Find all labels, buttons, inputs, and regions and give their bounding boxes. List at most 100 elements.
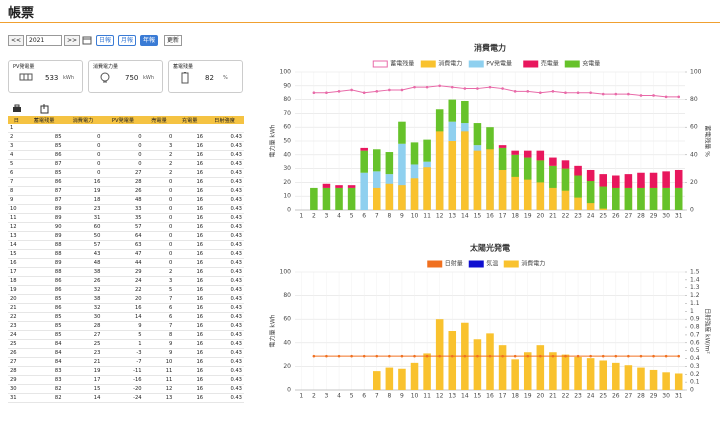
table-cell: 0 — [63, 132, 103, 142]
line-point — [513, 90, 517, 93]
x-tick-label: 23 — [574, 393, 582, 400]
bulb-icon — [100, 72, 110, 83]
table-row: 24 85 27 5 8 16 0.43 — [8, 330, 244, 340]
bar — [398, 368, 406, 390]
line-point — [501, 87, 504, 90]
calendar-icon[interactable] — [82, 35, 92, 45]
table-cell: 15 — [63, 384, 103, 394]
table-cell: 16 — [8, 258, 25, 268]
bar — [511, 150, 519, 155]
table-cell: 38 — [63, 294, 103, 304]
x-tick-label: 10 — [411, 393, 419, 400]
bar — [373, 371, 381, 390]
y2-tick-label: 0 — [690, 207, 694, 214]
table-cell: 60 — [63, 222, 103, 232]
x-tick-label: 25 — [599, 393, 607, 400]
y2-tick-label: 40 — [690, 151, 698, 158]
x-tick-label: 8 — [387, 213, 391, 220]
line-point — [564, 91, 567, 94]
table-cell: 0.43 — [205, 384, 244, 394]
bar — [310, 187, 318, 210]
table-cell: 0 — [102, 159, 144, 169]
table-cell: 6 — [8, 168, 25, 178]
table-cell: 0.43 — [205, 348, 244, 358]
x-tick-label: 24 — [587, 213, 595, 220]
card: PV発電量 533 kWh — [8, 60, 83, 93]
table-cell: 28 — [63, 321, 103, 331]
table-cell: 0 — [143, 195, 175, 205]
y2-tick-label: 1.1 — [690, 300, 700, 307]
bar — [486, 333, 494, 390]
daily-button[interactable]: 日報 — [96, 35, 114, 46]
card-unit: kWh — [63, 75, 75, 81]
table-cell: 85 — [24, 321, 64, 331]
y-tick-label: 40 — [283, 151, 291, 158]
bar — [473, 123, 482, 146]
table-cell: 11 — [143, 366, 175, 376]
bar — [549, 352, 557, 390]
bar — [423, 139, 431, 162]
table-cell: 30 — [63, 312, 103, 322]
next-button[interactable]: >> — [64, 35, 80, 46]
table-cell: 16 — [174, 231, 206, 241]
table-cell: 7 — [143, 294, 175, 304]
x-tick-label: 31 — [675, 393, 683, 400]
x-tick-label: 9 — [400, 213, 404, 220]
x-tick-label: 26 — [612, 213, 620, 220]
table-cell: 87 — [24, 159, 64, 169]
bar — [662, 372, 670, 390]
table-cell: 0.43 — [205, 294, 244, 304]
table-row: 11 89 31 35 0 16 0.43 — [8, 213, 244, 223]
legend-swatch — [503, 260, 519, 268]
table-row: 17 88 38 29 2 16 0.43 — [8, 267, 244, 277]
table-cell: 26 — [102, 186, 144, 196]
table-row: 12 90 60 57 0 16 0.43 — [8, 222, 244, 232]
table-cell: 0 — [63, 168, 103, 178]
y-tick-label: 30 — [283, 165, 291, 172]
table-cell: 16 — [174, 168, 206, 178]
table-cell: 26 — [63, 276, 103, 286]
table-cell: 6 — [143, 312, 175, 322]
refresh-button[interactable]: 更新 — [164, 35, 182, 46]
table-cell: 0.43 — [205, 285, 244, 295]
table-cell: 82 — [24, 384, 64, 394]
bar — [624, 174, 633, 188]
table-cell: 0 — [143, 249, 175, 259]
table-cell: 48 — [63, 258, 103, 268]
table-cell: 13 — [8, 231, 25, 241]
table-cell: 83 — [24, 375, 64, 385]
table-cell: 0 — [102, 150, 144, 160]
table-icons[interactable] — [12, 104, 52, 114]
legend-swatch — [564, 60, 580, 68]
table-cell: 0.43 — [205, 177, 244, 187]
line-point — [362, 91, 366, 94]
table-cell: 44 — [102, 258, 144, 268]
line-point — [627, 354, 630, 358]
table-row: 3 85 0 0 3 16 0.43 — [8, 141, 244, 151]
prev-button[interactable]: << — [8, 35, 24, 46]
x-tick-label: 5 — [350, 393, 354, 400]
yearly-button[interactable]: 年報 — [140, 35, 158, 46]
table-cell: 88 — [24, 240, 64, 250]
table-cell: 16 — [174, 366, 206, 376]
table-cell: 20 — [8, 294, 25, 304]
line-point — [539, 91, 542, 94]
table-row: 15 88 43 47 0 16 0.43 — [8, 249, 244, 259]
table-cell: 16 — [174, 159, 206, 169]
y2-tick-label: 0.7 — [690, 331, 700, 338]
monthly-button[interactable]: 月報 — [118, 35, 136, 46]
line-point — [614, 354, 618, 358]
table-body: 1 2 85 0 0 0 16 0.43 3 85 0 0 3 16 0.43 4 86 0 0 2 16 0.43 5 87… — [8, 124, 244, 403]
y-tick-label: 90 — [283, 82, 291, 89]
y2-tick-label: 1.5 — [690, 269, 700, 276]
table-cell: 11 — [143, 375, 175, 385]
table-row: 9 87 18 48 0 16 0.43 — [8, 195, 244, 205]
x-tick-label: 15 — [474, 393, 482, 400]
year-input[interactable]: 2021 — [26, 35, 62, 46]
table-cell: 10 — [143, 357, 175, 367]
bar — [486, 127, 494, 150]
x-tick-label: 11 — [423, 393, 431, 400]
x-tick-label: 21 — [549, 393, 557, 400]
y2-tick-label: 0.1 — [690, 379, 700, 386]
table-cell: 9 — [143, 339, 175, 349]
